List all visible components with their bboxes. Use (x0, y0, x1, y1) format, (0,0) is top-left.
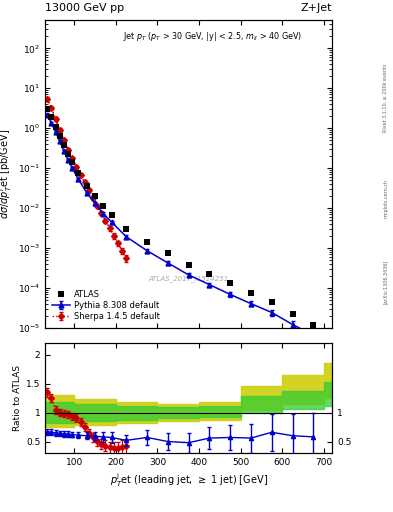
X-axis label: $p_T^{\rm j}$et (leading jet, $\geq$ 1 jet) [GeV]: $p_T^{\rm j}$et (leading jet, $\geq$ 1 j… (110, 471, 268, 489)
ATLAS (66, 151, 70, 157)
ATLAS (186, 262, 191, 268)
ATLAS (70, 159, 75, 165)
Text: 13000 GeV pp: 13000 GeV pp (45, 3, 124, 13)
Y-axis label: Ratio to ATLAS: Ratio to ATLAS (13, 365, 22, 431)
ATLAS (270, 298, 274, 305)
ATLAS (290, 311, 295, 317)
ATLAS (228, 280, 233, 286)
Text: Jet $p_T$ ($p_T$ > 30 GeV, |y| < 2.5, $m_{ll}$ > 40 GeV): Jet $p_T$ ($p_T$ > 30 GeV, |y| < 2.5, $m… (123, 30, 302, 42)
ATLAS (53, 123, 58, 130)
ATLAS (76, 170, 81, 176)
ATLAS (145, 239, 149, 245)
Text: Rivet 3.1.10, ≥ 200k events: Rivet 3.1.10, ≥ 200k events (383, 63, 388, 132)
Text: ATLAS_2017_I1514251: ATLAS_2017_I1514251 (149, 275, 229, 282)
Text: [arXiv:1306.3436]: [arXiv:1306.3436] (383, 260, 388, 304)
ATLAS (49, 114, 54, 120)
ATLAS (109, 211, 114, 218)
ATLAS (45, 106, 50, 112)
ATLAS (249, 290, 253, 296)
ATLAS (62, 142, 66, 148)
ATLAS (311, 322, 316, 328)
Line: ATLAS: ATLAS (44, 106, 316, 328)
ATLAS (101, 203, 106, 209)
ATLAS (84, 183, 89, 189)
ATLAS (124, 226, 129, 232)
Legend: ATLAS, Pythia 8.308 default, Sherpa 1.4.5 default: ATLAS, Pythia 8.308 default, Sherpa 1.4.… (50, 287, 163, 324)
Text: mcplots.cern.ch: mcplots.cern.ch (383, 179, 388, 218)
ATLAS (207, 271, 212, 277)
ATLAS (165, 250, 170, 256)
Text: Z+Jet: Z+Jet (301, 3, 332, 13)
Y-axis label: $d\sigma/dp_T^{\rm j}$et [pb/GeV]: $d\sigma/dp_T^{\rm j}$et [pb/GeV] (0, 129, 14, 219)
ATLAS (57, 133, 62, 139)
ATLAS (93, 193, 97, 199)
